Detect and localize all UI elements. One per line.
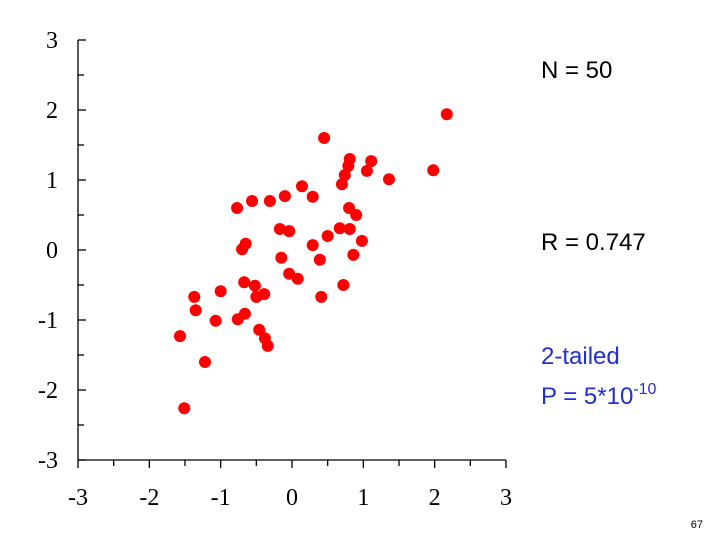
point [321,230,334,242]
x-tick-label: -2 [139,485,159,511]
point [338,169,351,182]
point [246,195,259,207]
point [360,164,373,177]
x-tick-label: 0 [286,485,298,511]
point [198,356,211,368]
point [318,132,331,144]
y-tick-label: 2 [46,98,58,124]
annotation: N = 50 [541,57,612,84]
point [236,243,249,256]
point [343,223,356,235]
point [306,190,319,203]
point [174,330,187,343]
point [337,279,350,291]
y-tick-label: -1 [38,308,58,334]
annotation: R = 0.747 [541,229,646,256]
point [306,239,319,252]
y-tick-label: -3 [38,448,58,474]
point [278,190,291,203]
point [365,155,378,168]
point [250,290,263,303]
point [188,290,201,303]
x-tick-label: -3 [68,485,88,511]
point [253,323,266,336]
point [263,195,276,207]
y-tick-label: 1 [46,168,58,194]
x-tick-label: 2 [429,485,441,511]
x-tick-label: 1 [357,485,369,511]
point [347,248,360,261]
y-tick-label: 0 [46,238,58,264]
point [209,314,222,327]
point [291,272,304,285]
x-tick-label: 3 [500,485,512,511]
point [189,304,202,317]
point [261,339,274,352]
point [427,164,440,177]
point [350,209,363,221]
point [231,202,244,214]
point [248,279,261,292]
point [295,180,308,193]
x-tick-label: -1 [211,485,231,511]
point [383,173,396,186]
point [273,223,286,235]
point [283,225,296,238]
point [315,290,328,303]
point [333,222,346,235]
point [214,285,227,298]
point [313,253,326,266]
point [231,313,244,326]
annotation: P = 5*10-10 [541,381,657,410]
point [275,251,288,264]
point [335,178,348,191]
point [440,108,453,121]
point [238,276,251,289]
annotation-superscript: -10 [633,381,656,398]
page-number: 67 [691,519,703,531]
annotation: 2-tailed [541,343,620,370]
point [178,402,191,415]
point [342,160,355,172]
y-tick-label: -2 [38,378,58,404]
y-tick-label: 3 [46,28,58,54]
point [355,234,368,247]
